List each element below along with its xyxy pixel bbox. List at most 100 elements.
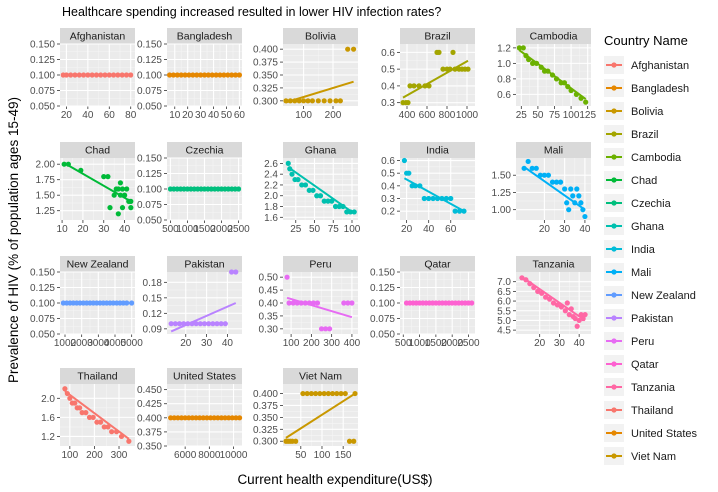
trend-line (403, 177, 465, 213)
data-point (568, 186, 574, 192)
x-tick-label: 100 (344, 224, 361, 235)
y-tick-label: 0.6 (497, 90, 511, 101)
y-tick-label: 0.4 (381, 81, 395, 92)
data-point (109, 429, 115, 435)
y-tick-label: 0.150 (137, 154, 162, 165)
data-point (576, 193, 582, 199)
y-tick-label: 0.15 (143, 293, 163, 304)
legend-marker (611, 154, 617, 160)
data-point (525, 158, 531, 165)
y-tick-label: 0.150 (370, 268, 395, 279)
x-tick-label: 2500 (227, 224, 250, 235)
legend-marker (611, 85, 617, 91)
legend-marker (611, 200, 617, 206)
data-point (309, 98, 316, 104)
data-point (111, 192, 117, 198)
facet-strip-label: New Zealand (67, 259, 129, 271)
x-tick-label: 30 (554, 338, 566, 349)
legend-title: Country Name (604, 33, 688, 48)
y-tick-label: 0.350 (137, 442, 162, 453)
data-point (300, 390, 306, 397)
y-tick-label: 0.5 (381, 65, 395, 76)
legend-marker (611, 407, 617, 413)
y-tick-label: 5.0 (497, 316, 511, 327)
facet-strip (167, 142, 242, 158)
facet-strip (60, 28, 135, 44)
y-tick-label: 1.6 (264, 213, 278, 224)
data-point (570, 193, 576, 199)
data-point (341, 300, 347, 306)
x-tick-label: 300 (323, 338, 340, 349)
data-point (79, 410, 85, 416)
trend-line (518, 49, 587, 100)
y-tick-label: 0.350 (253, 413, 278, 424)
data-point (440, 66, 446, 72)
x-tick-label: 30 (201, 338, 213, 349)
y-tick-label: 0.300 (253, 437, 278, 448)
data-point (304, 390, 310, 397)
data-point (124, 186, 130, 192)
y-tick-label: 0.30 (259, 324, 279, 335)
x-tick-label: 40 (208, 110, 220, 121)
data-point (533, 165, 539, 171)
facet-strip-label: Chad (85, 145, 110, 157)
x-tick-label: 500 (395, 338, 412, 349)
y-tick-label: 0.125 (137, 55, 162, 66)
facet-strip-label: Viet Nam (299, 371, 342, 383)
y-tick-label: 0.075 (370, 314, 395, 325)
legend-item: New Zealand (604, 286, 696, 304)
y-tick-label: 0.150 (30, 40, 55, 51)
legend-item: Bangladesh (604, 79, 689, 97)
facet-united-states: United States 6000 8000 10000 0.350 0.375 0.40… (137, 368, 248, 461)
legend-item: Qatar (604, 355, 659, 373)
data-point (327, 326, 333, 332)
x-tick-label: 400 (399, 110, 416, 121)
data-point (350, 46, 357, 52)
x-tick-label: 40 (119, 224, 131, 235)
data-point (338, 390, 344, 397)
data-point (168, 321, 174, 327)
data-point (77, 405, 83, 411)
y-tick-label: 0.100 (30, 299, 55, 310)
y-tick-label: 1.50 (36, 191, 56, 202)
y-tick-label: 2.0 (41, 394, 55, 405)
y-tick-label: 0.125 (370, 283, 395, 294)
x-tick-label: 1000 (54, 338, 77, 349)
legend-marker (611, 269, 617, 275)
x-tick-label: 60 (104, 110, 116, 121)
data-point (318, 326, 325, 332)
facet-strip-label: Bolivia (305, 31, 336, 43)
facet-strip (283, 28, 358, 44)
x-tick-label: 25 (290, 224, 302, 235)
facet-brazil: Brazil 400 600 800 1000 0.3 0.4 0.5 0.6 (381, 28, 479, 121)
data-point (97, 419, 104, 425)
y-tick-label: 1.0 (497, 59, 511, 70)
facet-strip (60, 142, 135, 158)
data-point (583, 99, 589, 105)
data-point (465, 66, 471, 72)
data-point (310, 187, 316, 193)
legend-marker (611, 223, 617, 229)
trend-line (287, 166, 355, 215)
data-point (72, 400, 78, 406)
legend-label: Tanzania (631, 382, 676, 394)
data-point (436, 49, 442, 55)
facet-strip (283, 142, 358, 158)
data-point (317, 390, 323, 397)
y-tick-label: 6.0 (497, 297, 511, 308)
legend-label: New Zealand (631, 290, 696, 302)
data-point (302, 182, 309, 188)
x-tick-label: 100 (314, 450, 331, 461)
data-point (293, 438, 299, 444)
y-tick-label: 0.375 (253, 58, 278, 69)
legend-marker (611, 453, 617, 459)
y-tick-label: 0.125 (30, 55, 55, 66)
data-point (529, 165, 535, 171)
trend-line (285, 80, 354, 104)
data-point (582, 312, 588, 318)
legend-label: Viet Nam (631, 451, 676, 463)
data-point (206, 321, 212, 327)
x-tick-label: 4000 (104, 338, 127, 349)
data-point (90, 414, 96, 420)
